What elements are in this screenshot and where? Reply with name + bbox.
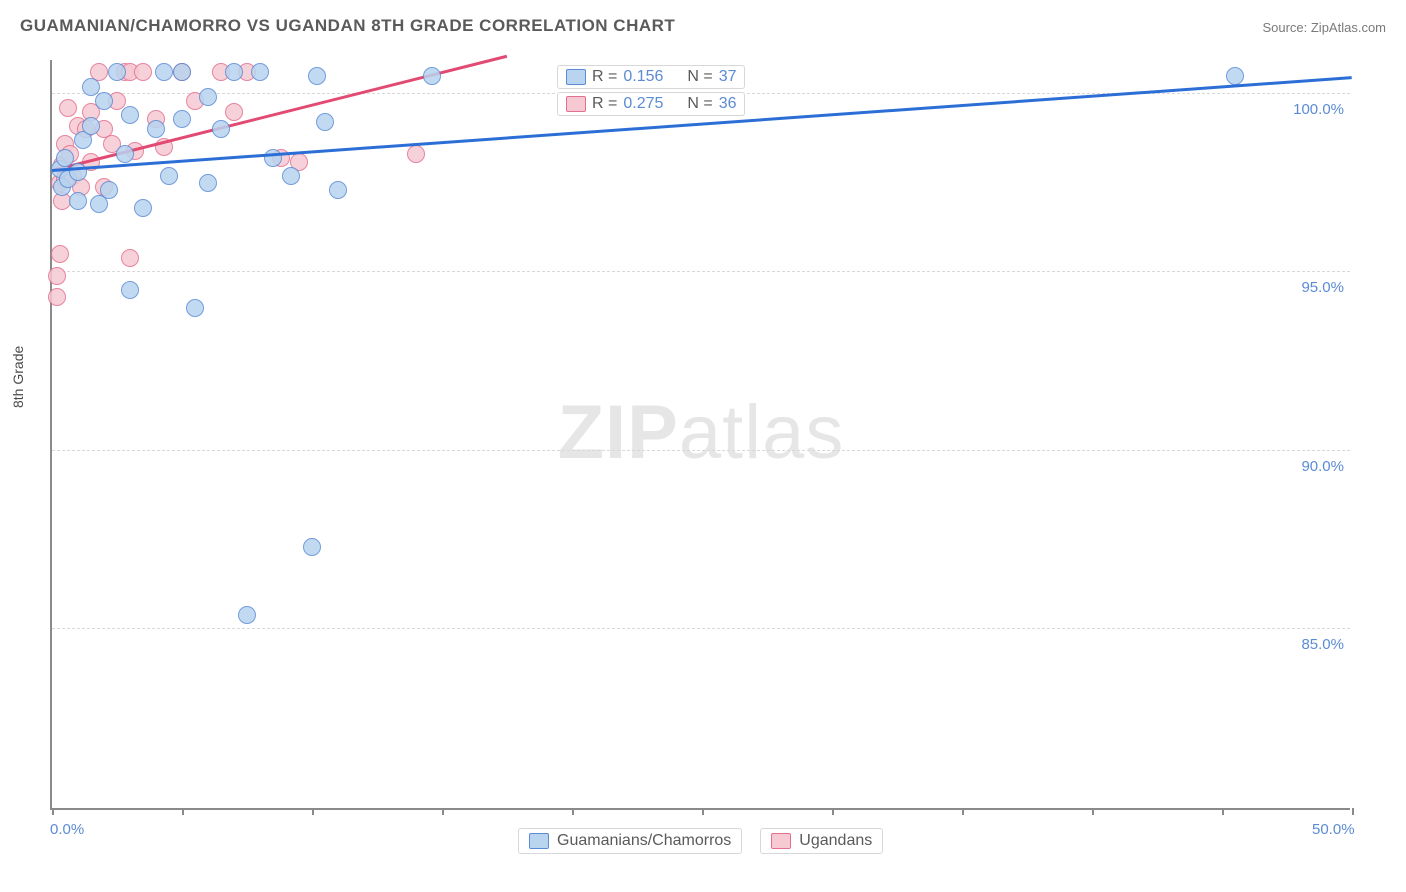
- scatter-point-guamanian: [121, 106, 139, 124]
- n-label: N =: [687, 95, 712, 113]
- x-tick: [1222, 808, 1224, 815]
- swatch-guamanian: [529, 833, 549, 849]
- r-label: R =: [592, 68, 617, 86]
- scatter-point-guamanian: [423, 67, 441, 85]
- x-tick: [832, 808, 834, 815]
- x-tick: [182, 808, 184, 815]
- x-tick: [702, 808, 704, 815]
- x-tick: [962, 808, 964, 815]
- r-value: 0.156: [623, 68, 681, 86]
- scatter-point-guamanian: [264, 149, 282, 167]
- scatter-point-guamanian: [95, 92, 113, 110]
- scatter-point-guamanian: [173, 63, 191, 81]
- scatter-point-guamanian: [251, 63, 269, 81]
- legend-row-guamanian: R = 0.156 N = 37: [557, 65, 745, 89]
- y-tick-label: 100.0%: [1293, 101, 1344, 118]
- scatter-point-ugandan: [48, 267, 66, 285]
- x-tick: [442, 808, 444, 815]
- gridline-h: [52, 628, 1350, 629]
- swatch-ugandan: [771, 833, 791, 849]
- x-tick: [52, 808, 54, 815]
- scatter-point-ugandan: [51, 245, 69, 263]
- scatter-point-guamanian: [186, 299, 204, 317]
- page-title: GUAMANIAN/CHAMORRO VS UGANDAN 8TH GRADE …: [20, 16, 675, 36]
- scatter-point-guamanian: [199, 174, 217, 192]
- n-label: N =: [687, 68, 712, 86]
- scatter-point-guamanian: [147, 120, 165, 138]
- y-tick-label: 85.0%: [1301, 636, 1344, 653]
- scatter-point-guamanian: [199, 88, 217, 106]
- scatter-point-guamanian: [108, 63, 126, 81]
- x-tick: [1352, 808, 1354, 815]
- legend-item-guamanian: Guamanians/Chamorros: [518, 828, 742, 854]
- y-tick-label: 95.0%: [1301, 279, 1344, 296]
- scatter-point-ugandan: [48, 288, 66, 306]
- legend-item-ugandan: Ugandans: [760, 828, 883, 854]
- r-value: 0.275: [623, 95, 681, 113]
- scatter-point-guamanian: [69, 192, 87, 210]
- y-tick-label: 90.0%: [1301, 458, 1344, 475]
- scatter-point-guamanian: [56, 149, 74, 167]
- scatter-point-guamanian: [134, 199, 152, 217]
- scatter-point-guamanian: [238, 606, 256, 624]
- swatch-ugandan: [566, 96, 586, 112]
- scatter-point-ugandan: [225, 103, 243, 121]
- scatter-point-ugandan: [407, 145, 425, 163]
- scatter-point-guamanian: [329, 181, 347, 199]
- legend-row-ugandan: R = 0.275 N = 36: [557, 92, 745, 116]
- y-axis-title: 8th Grade: [10, 346, 26, 408]
- watermark: ZIPatlas: [558, 389, 845, 476]
- scatter-point-guamanian: [225, 63, 243, 81]
- swatch-guamanian: [566, 69, 586, 85]
- scatter-point-ugandan: [121, 249, 139, 267]
- gridline-h: [52, 450, 1350, 451]
- scatter-point-guamanian: [116, 145, 134, 163]
- legend-correlation: R = 0.156 N = 37 R = 0.275 N = 36: [557, 62, 745, 119]
- legend-bottom: Guamanians/Chamorros Ugandans: [518, 828, 883, 854]
- x-tick: [1092, 808, 1094, 815]
- source-label: Source: ZipAtlas.com: [1262, 20, 1386, 35]
- legend-label: Ugandans: [799, 832, 872, 850]
- scatter-point-guamanian: [212, 120, 230, 138]
- gridline-h: [52, 271, 1350, 272]
- scatter-point-guamanian: [282, 167, 300, 185]
- n-value: 37: [719, 68, 737, 86]
- scatter-point-guamanian: [316, 113, 334, 131]
- legend-label: Guamanians/Chamorros: [557, 832, 731, 850]
- n-value: 36: [719, 95, 737, 113]
- x-tick-label: 0.0%: [50, 821, 84, 838]
- scatter-plot: ZIPatlas 85.0%90.0%95.0%100.0%0.0%50.0%: [50, 60, 1350, 810]
- scatter-point-guamanian: [308, 67, 326, 85]
- scatter-point-guamanian: [1226, 67, 1244, 85]
- scatter-point-guamanian: [82, 78, 100, 96]
- scatter-point-guamanian: [121, 281, 139, 299]
- scatter-point-guamanian: [100, 181, 118, 199]
- scatter-point-ugandan: [134, 63, 152, 81]
- x-tick-label: 50.0%: [1312, 821, 1355, 838]
- watermark-bold: ZIP: [558, 390, 679, 475]
- scatter-point-guamanian: [173, 110, 191, 128]
- scatter-point-ugandan: [59, 99, 77, 117]
- scatter-point-guamanian: [303, 538, 321, 556]
- scatter-point-guamanian: [155, 63, 173, 81]
- scatter-point-guamanian: [82, 117, 100, 135]
- r-label: R =: [592, 95, 617, 113]
- scatter-point-guamanian: [160, 167, 178, 185]
- x-tick: [572, 808, 574, 815]
- watermark-rest: atlas: [679, 390, 845, 475]
- x-tick: [312, 808, 314, 815]
